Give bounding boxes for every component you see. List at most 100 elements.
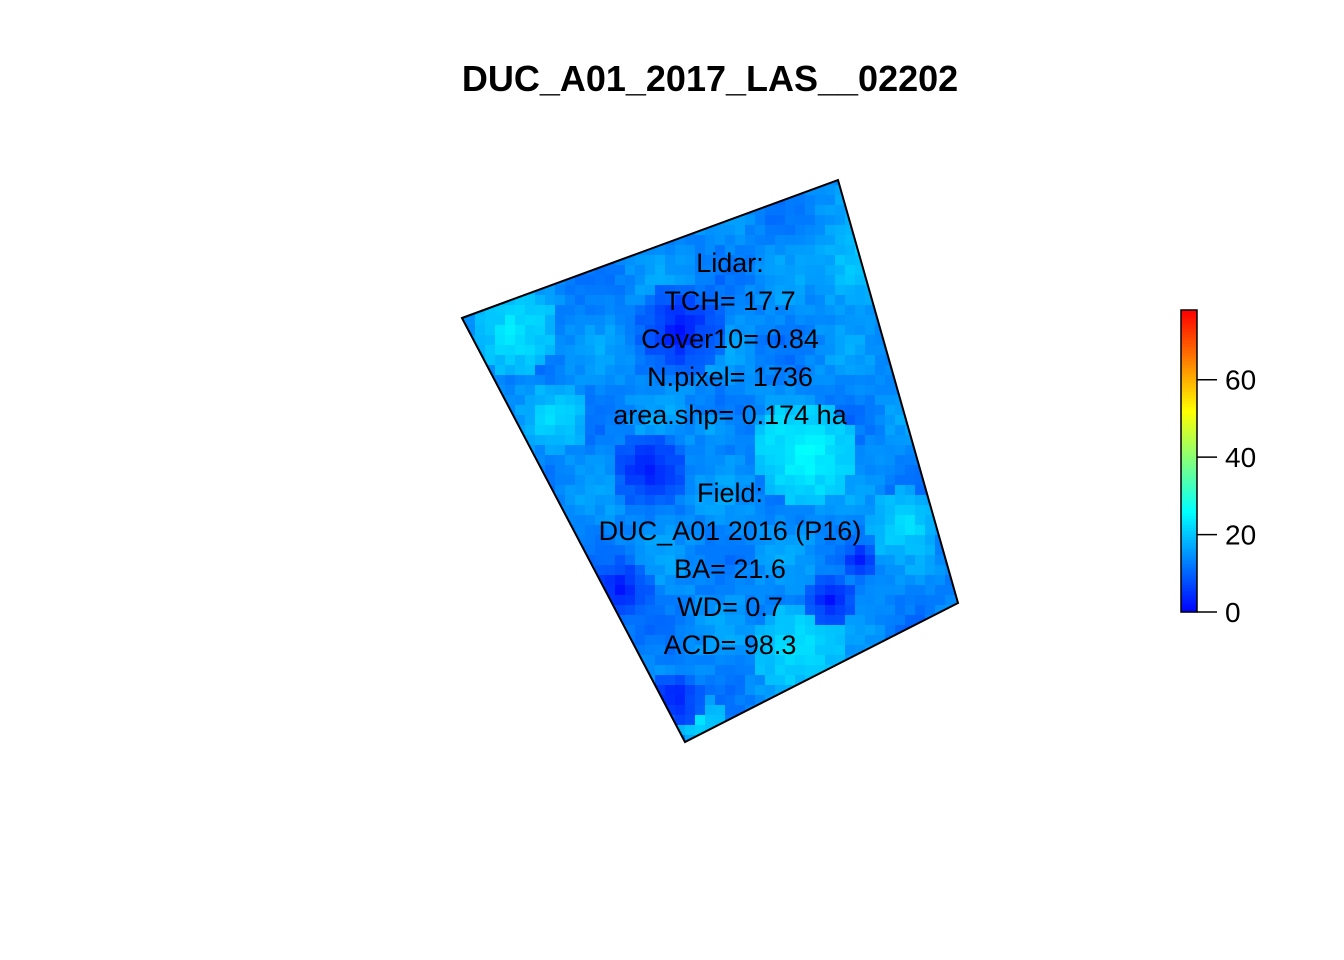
- raster-cell: [855, 715, 866, 726]
- raster-cell: [915, 745, 926, 756]
- raster-cell: [915, 405, 926, 416]
- raster-cell: [485, 205, 496, 216]
- raster-cell: [595, 455, 606, 466]
- raster-cell: [545, 575, 556, 586]
- raster-cell: [775, 335, 786, 346]
- raster-cell: [705, 255, 716, 266]
- raster-cell: [945, 515, 956, 526]
- raster-cell: [535, 625, 546, 636]
- raster-cell: [515, 395, 526, 406]
- raster-cell: [895, 455, 906, 466]
- colorbar-band: [1181, 391, 1197, 396]
- raster-cell: [465, 565, 476, 576]
- raster-cell: [585, 735, 596, 742]
- raster-cell: [835, 435, 846, 446]
- raster-cell: [715, 225, 726, 236]
- raster-cell: [905, 525, 916, 536]
- raster-cell: [955, 415, 958, 426]
- raster-cell: [635, 355, 646, 366]
- raster-cell: [905, 395, 916, 406]
- raster-cell: [615, 695, 626, 706]
- raster-cell: [775, 305, 786, 316]
- raster-cell: [515, 315, 526, 326]
- raster-cell: [895, 265, 906, 276]
- raster-cell: [485, 545, 496, 556]
- raster-cell: [925, 455, 936, 466]
- raster-cell: [565, 635, 576, 646]
- raster-cell: [462, 335, 466, 346]
- raster-cell: [695, 595, 706, 606]
- raster-cell: [665, 595, 676, 606]
- raster-cell: [865, 495, 876, 506]
- colorbar-band: [1181, 406, 1197, 411]
- raster-cell: [865, 665, 876, 676]
- raster-cell: [935, 595, 946, 606]
- raster-cell: [505, 205, 516, 216]
- raster-cell: [685, 215, 696, 226]
- raster-cell: [945, 345, 956, 356]
- raster-cell: [955, 325, 958, 336]
- raster-cell: [665, 575, 676, 586]
- raster-cell: [565, 645, 576, 656]
- raster-cell: [475, 235, 486, 246]
- raster-cell: [645, 325, 656, 336]
- raster-cell: [865, 180, 876, 186]
- raster-cell: [805, 405, 816, 416]
- raster-cell: [735, 255, 746, 266]
- raster-cell: [855, 315, 866, 326]
- raster-cell: [755, 525, 766, 536]
- raster-cell: [685, 555, 696, 566]
- raster-cell: [875, 505, 886, 516]
- raster-cell: [495, 725, 506, 736]
- raster-cell: [715, 315, 726, 326]
- raster-cell: [735, 455, 746, 466]
- raster-cell: [545, 245, 556, 256]
- raster-cell: [645, 515, 656, 526]
- raster-cell: [525, 255, 536, 266]
- raster-cell: [775, 625, 786, 636]
- raster-cell: [845, 465, 856, 476]
- raster-cell: [675, 245, 686, 256]
- raster-cell: [615, 345, 626, 356]
- colorbar-band: [1181, 485, 1197, 489]
- raster-cell: [555, 195, 566, 206]
- raster-cell: [655, 405, 666, 416]
- raster-cell: [685, 375, 696, 386]
- raster-cell: [675, 525, 686, 536]
- raster-cell: [755, 605, 766, 616]
- raster-cell: [865, 185, 876, 196]
- raster-cell: [475, 425, 486, 436]
- raster-cell: [775, 325, 786, 336]
- raster-cell: [645, 195, 656, 206]
- raster-cell: [555, 385, 566, 396]
- raster-cell: [665, 265, 676, 276]
- raster-cell: [725, 415, 736, 426]
- raster-cell: [665, 505, 676, 516]
- raster-cell: [715, 255, 726, 266]
- raster-cell: [855, 505, 866, 516]
- raster-cell: [485, 675, 496, 686]
- raster-cell: [585, 180, 596, 186]
- raster-cell: [525, 565, 536, 576]
- colorbar-band: [1181, 557, 1197, 562]
- raster-cell: [755, 715, 766, 726]
- raster-cell: [635, 415, 646, 426]
- raster-cell: [905, 505, 916, 516]
- raster-cell: [535, 325, 546, 336]
- raster-cell: [575, 615, 586, 626]
- raster-cell: [575, 655, 586, 666]
- raster-cell: [655, 355, 666, 366]
- raster-cell: [585, 375, 596, 386]
- raster-cell: [605, 385, 616, 396]
- raster-cell: [675, 315, 686, 326]
- raster-cell: [765, 180, 776, 186]
- raster-cell: [525, 515, 536, 526]
- raster-cell: [745, 255, 756, 266]
- raster-cell: [795, 375, 806, 386]
- raster-cell: [735, 505, 746, 516]
- raster-cell: [615, 315, 626, 326]
- raster-cell: [725, 625, 736, 636]
- raster-cell: [765, 415, 776, 426]
- raster-cell: [565, 715, 576, 726]
- raster-cell: [635, 685, 646, 696]
